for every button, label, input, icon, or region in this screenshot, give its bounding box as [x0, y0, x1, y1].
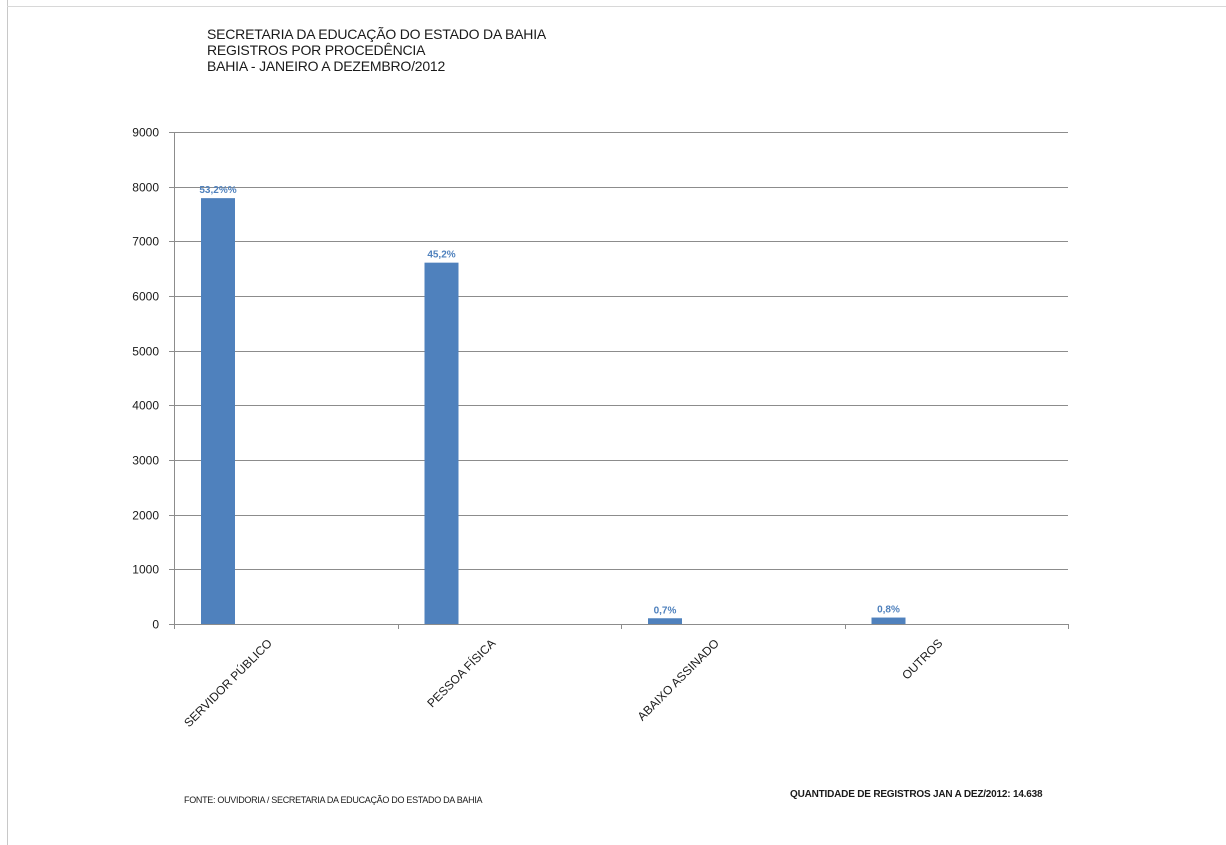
- x-axis-category-labels: SERVIDOR PÚBLICO PESSOA FÍSICA ABAIXO ASSI…: [180, 636, 945, 730]
- chart-title-block: SECRETARIA DA EDUCAÇÃO DO ESTADO DA BAHI…: [207, 26, 546, 74]
- bar: [871, 617, 906, 624]
- y-tick-label: 5000: [132, 345, 159, 359]
- bar: [648, 618, 682, 624]
- total-records-note: QUANTIDADE DE REGISTROS JAN A DEZ/2012: …: [790, 789, 1043, 800]
- page-left-border: [7, 0, 8, 845]
- x-axis: [174, 624, 1069, 629]
- bar-data-labels: 53,2%% 45,2% 0,7% 0,8%: [199, 185, 900, 616]
- page-top-border: [7, 6, 1226, 7]
- y-tick-label: 3000: [132, 454, 159, 468]
- bar-data-label: 0,8%: [877, 605, 900, 616]
- y-tick-label: 6000: [132, 290, 159, 304]
- y-axis-tick-labels: 0 1000 2000 3000 4000 5000 6000 7000 8000 9000: [132, 126, 175, 632]
- source-note: FONTE: OUVIDORIA / SECRETARIA DA EDUCAÇÃ…: [184, 795, 483, 805]
- y-tick-label: 2000: [132, 509, 159, 523]
- bars: [201, 198, 906, 624]
- x-category-label: ABAIXO ASSINADO: [635, 636, 722, 723]
- x-category-label: PESSOA FÍSICA: [424, 636, 499, 711]
- y-tick-label: 1000: [132, 563, 159, 577]
- bar-data-label: 0,7%: [654, 605, 677, 616]
- bar-data-label: 45,2%: [427, 250, 455, 261]
- gridlines: [174, 132, 1068, 570]
- x-category-label: SERVIDOR PÚBLICO: [180, 636, 274, 730]
- bar-data-label: 53,2%%: [199, 185, 236, 196]
- y-tick-label: 0: [152, 618, 159, 632]
- y-tick-label: 7000: [132, 235, 159, 249]
- chart-title-line-2: REGISTROS POR PROCEDÊNCIA: [207, 42, 426, 58]
- chart-title-line-3: BAHIA - JANEIRO A DEZEMBRO/2012: [207, 58, 446, 74]
- x-category-label: OUTROS: [899, 636, 945, 682]
- chart-title-line-1: SECRETARIA DA EDUCAÇÃO DO ESTADO DA BAHI…: [207, 26, 547, 42]
- y-tick-label: 9000: [132, 126, 159, 140]
- bar: [201, 198, 235, 624]
- bar: [424, 262, 459, 624]
- y-tick-label: 4000: [132, 399, 159, 413]
- y-tick-label: 8000: [132, 181, 159, 195]
